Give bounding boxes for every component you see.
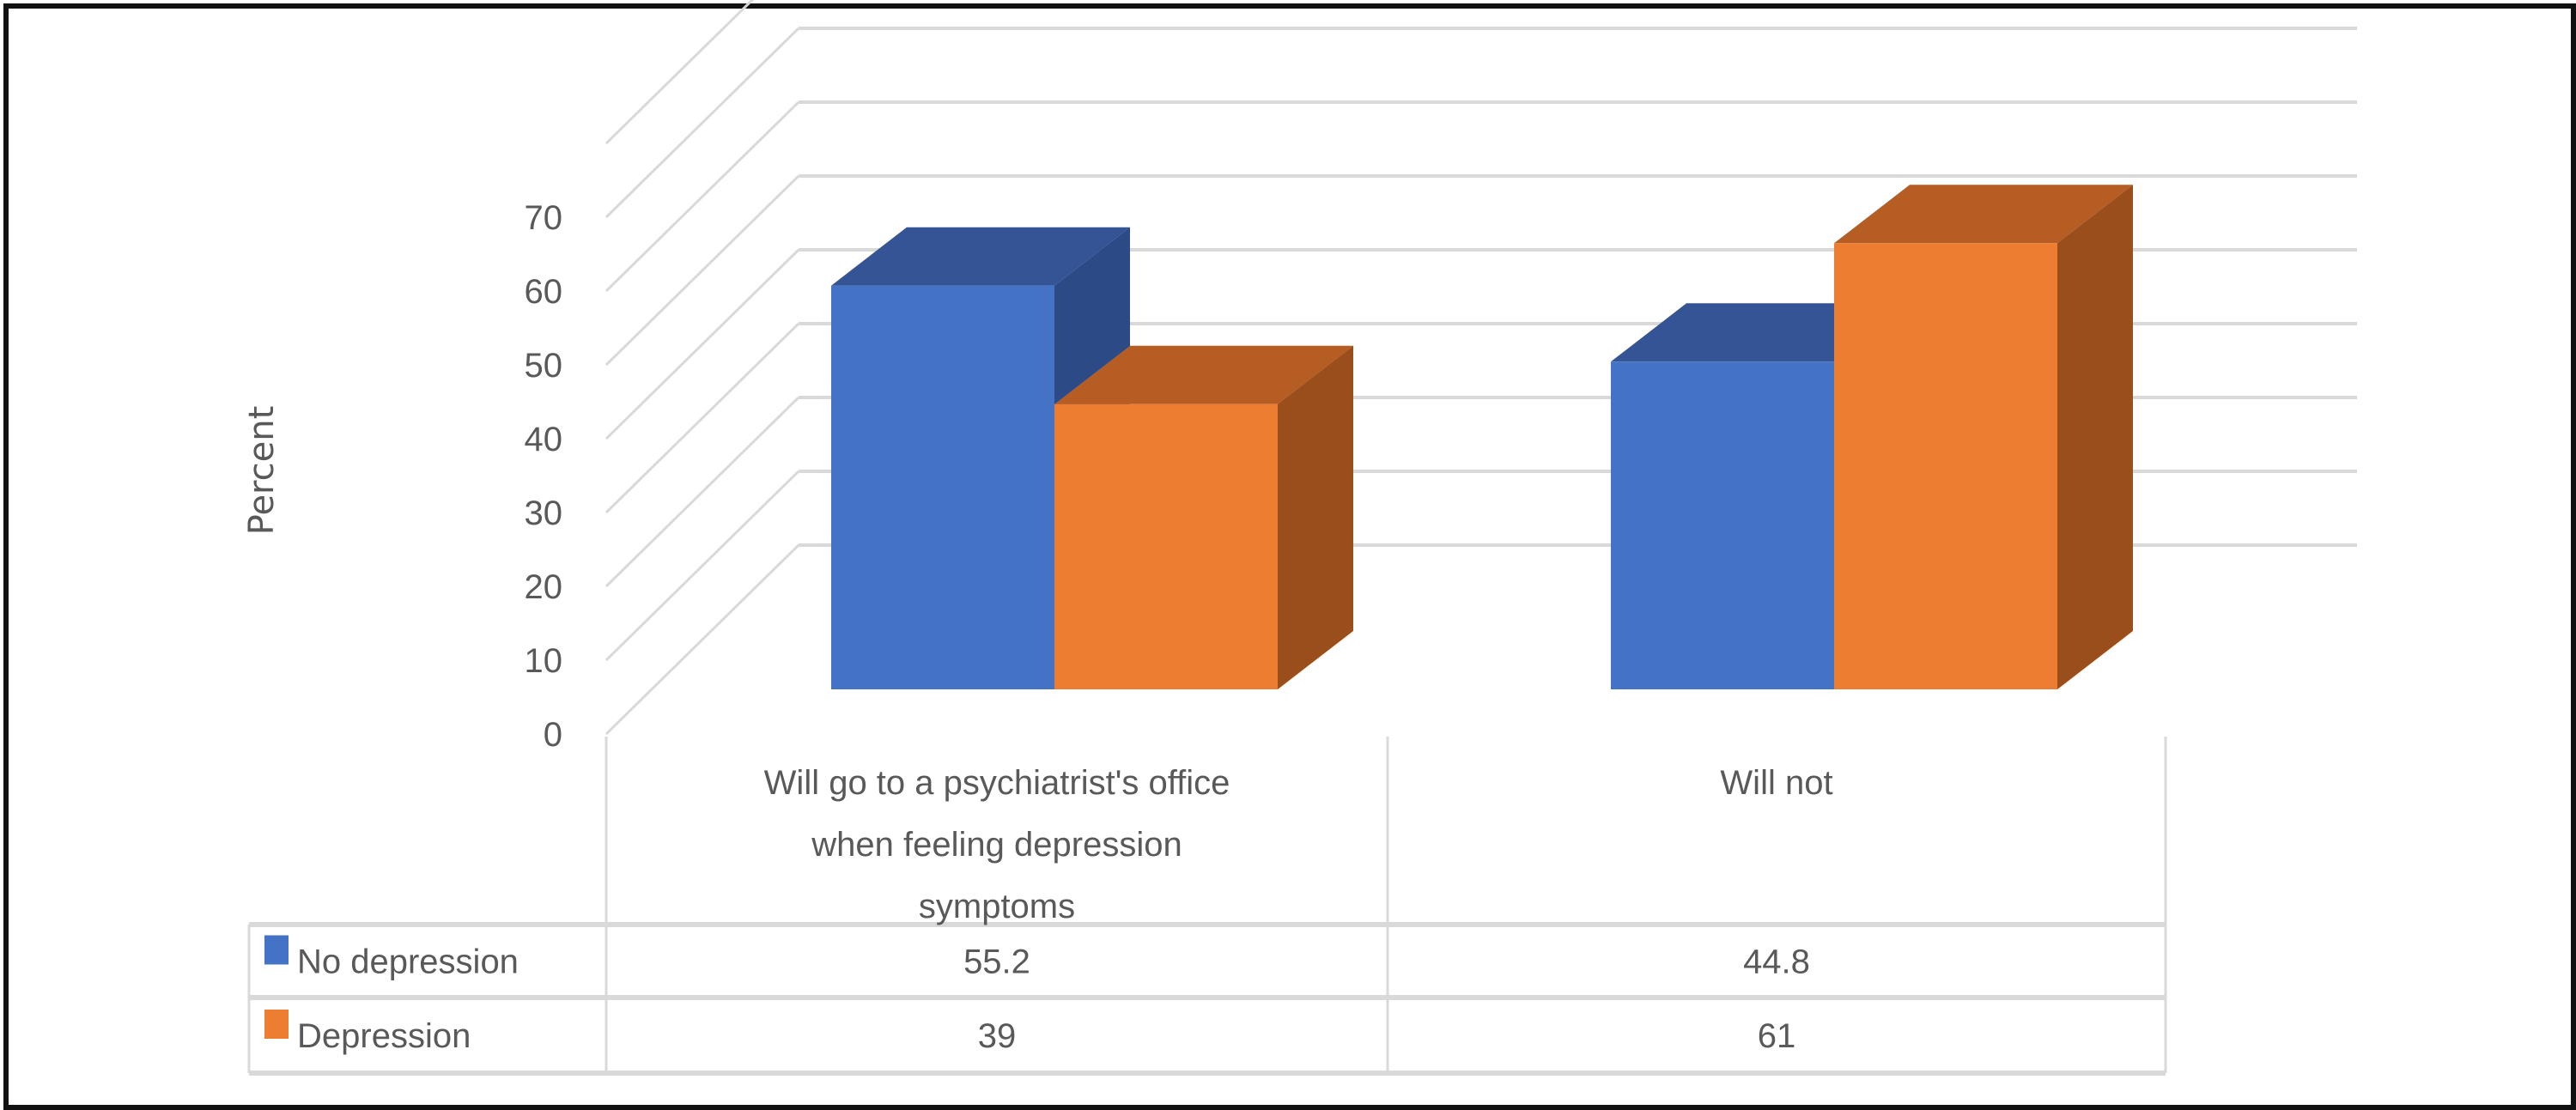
gridline-diagonal (605, 100, 800, 293)
y-tick-label: 30 (525, 494, 563, 532)
gridline-diagonal (605, 174, 800, 367)
y-tick-label: 20 (525, 568, 563, 606)
data-table: Will go to a psychiatrist's office when f… (247, 737, 2167, 1076)
series-name: Depression (297, 1017, 471, 1055)
series-name: No depression (297, 943, 519, 981)
y-axis-label: Percent (242, 406, 282, 536)
legend-key-icon (264, 1010, 289, 1039)
table-cell-value: 39 (978, 1017, 1017, 1055)
table-row: Depression 39 61 (264, 1010, 1795, 1055)
table-cell-value: 44.8 (1743, 943, 1810, 981)
gridline-diagonal (605, 0, 755, 145)
y-tick-label: 10 (525, 642, 563, 680)
category-label: symptoms (919, 888, 1075, 925)
gridline-diagonal (605, 470, 800, 662)
bar-depression-1 (1834, 185, 2133, 689)
y-axis-ticks: 0 10 20 30 40 50 60 70 (525, 199, 563, 754)
gridline-diagonal (605, 248, 800, 440)
legend-key-icon (264, 935, 289, 965)
bar-depression-0 (1054, 345, 1353, 689)
y-tick-label: 40 (525, 421, 563, 458)
gridline-diagonal (605, 396, 800, 588)
category-label: Will go to a psychiatrist's office (764, 764, 1230, 802)
bars (831, 185, 2133, 689)
y-tick-label: 50 (525, 347, 563, 385)
table-cell-value: 61 (1758, 1017, 1796, 1055)
category-label: Will not (1720, 764, 1832, 802)
gridline-diagonal (605, 543, 800, 736)
gridline-diagonal (605, 322, 800, 514)
table-row: No depression 55.2 44.8 (264, 935, 1810, 981)
category-label: when feeling depression (811, 826, 1182, 864)
y-tick-label: 70 (525, 199, 563, 237)
gridline-diagonal (605, 27, 800, 219)
table-cell-value: 55.2 (963, 943, 1030, 981)
y-tick-label: 60 (525, 273, 563, 311)
y-tick-label: 0 (544, 716, 562, 754)
